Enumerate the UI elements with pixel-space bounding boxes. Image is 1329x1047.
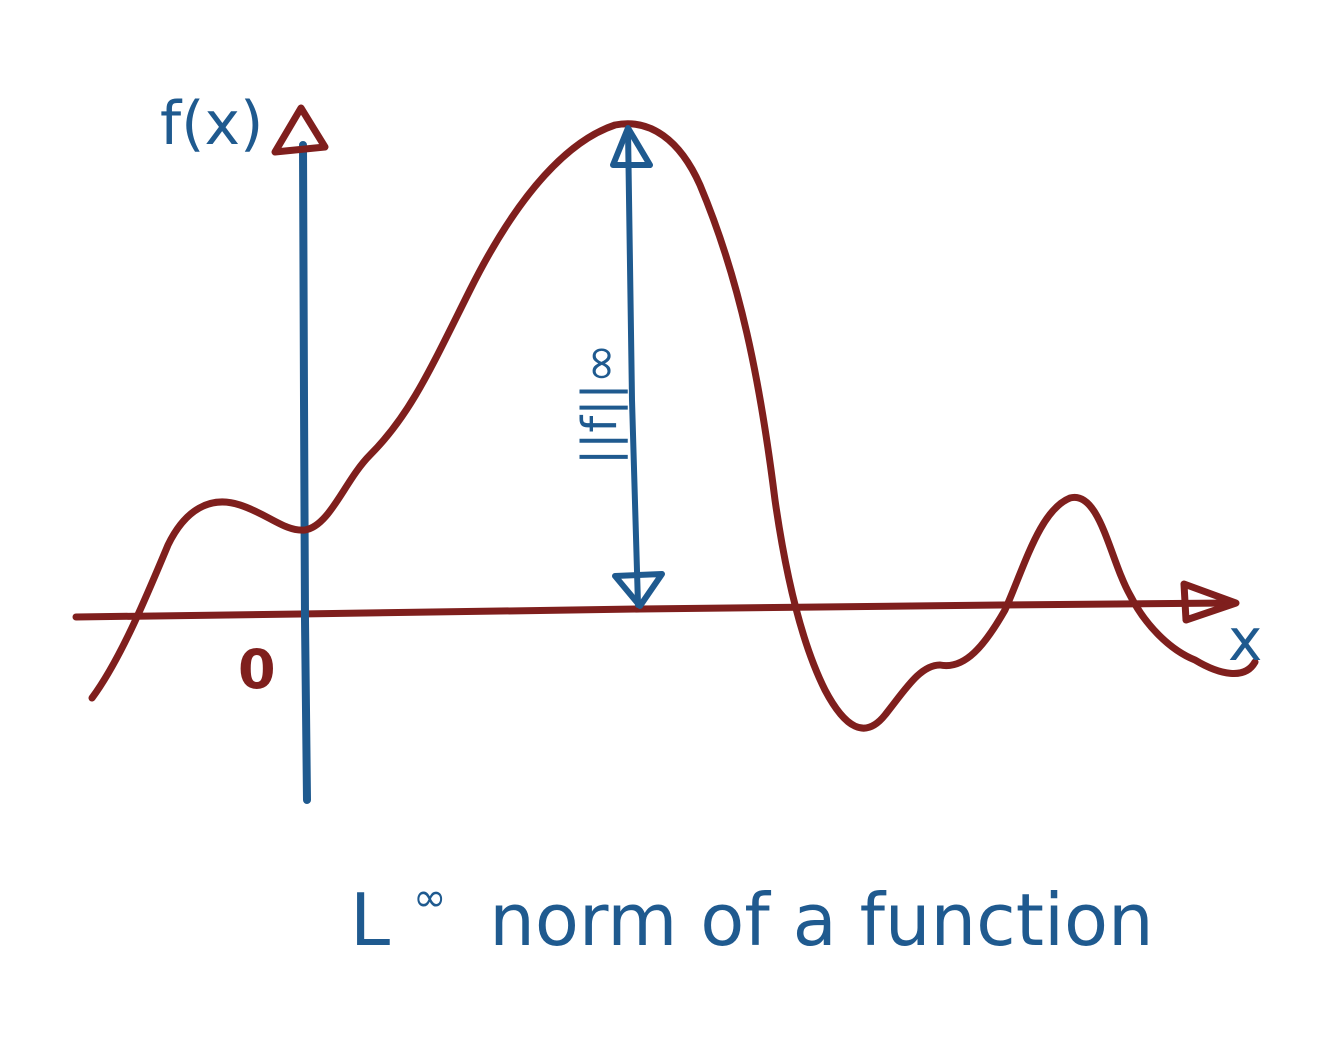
y-axis-arrowhead — [271, 104, 329, 156]
caption-text: norm of a function — [489, 878, 1153, 962]
x-axis-line — [72, 599, 1234, 621]
origin-label: 0 — [238, 638, 276, 701]
x-axis-arrowhead — [1180, 580, 1240, 624]
caption-superscript: ∞ — [413, 875, 446, 921]
y-axis-label: f(x) — [160, 89, 263, 159]
function-curve — [88, 120, 1259, 732]
norm-arrow-shaft — [625, 127, 641, 608]
caption-letter: L — [350, 878, 390, 962]
x-axis-label: x — [1228, 606, 1262, 674]
norm-arrow-top-head — [610, 125, 653, 168]
norm-arrow-bottom-head — [612, 571, 665, 609]
caption: L ∞ norm of a function — [350, 844, 1154, 962]
y-axis-line — [299, 141, 311, 804]
norm-label: ||f||∞ — [572, 343, 628, 465]
